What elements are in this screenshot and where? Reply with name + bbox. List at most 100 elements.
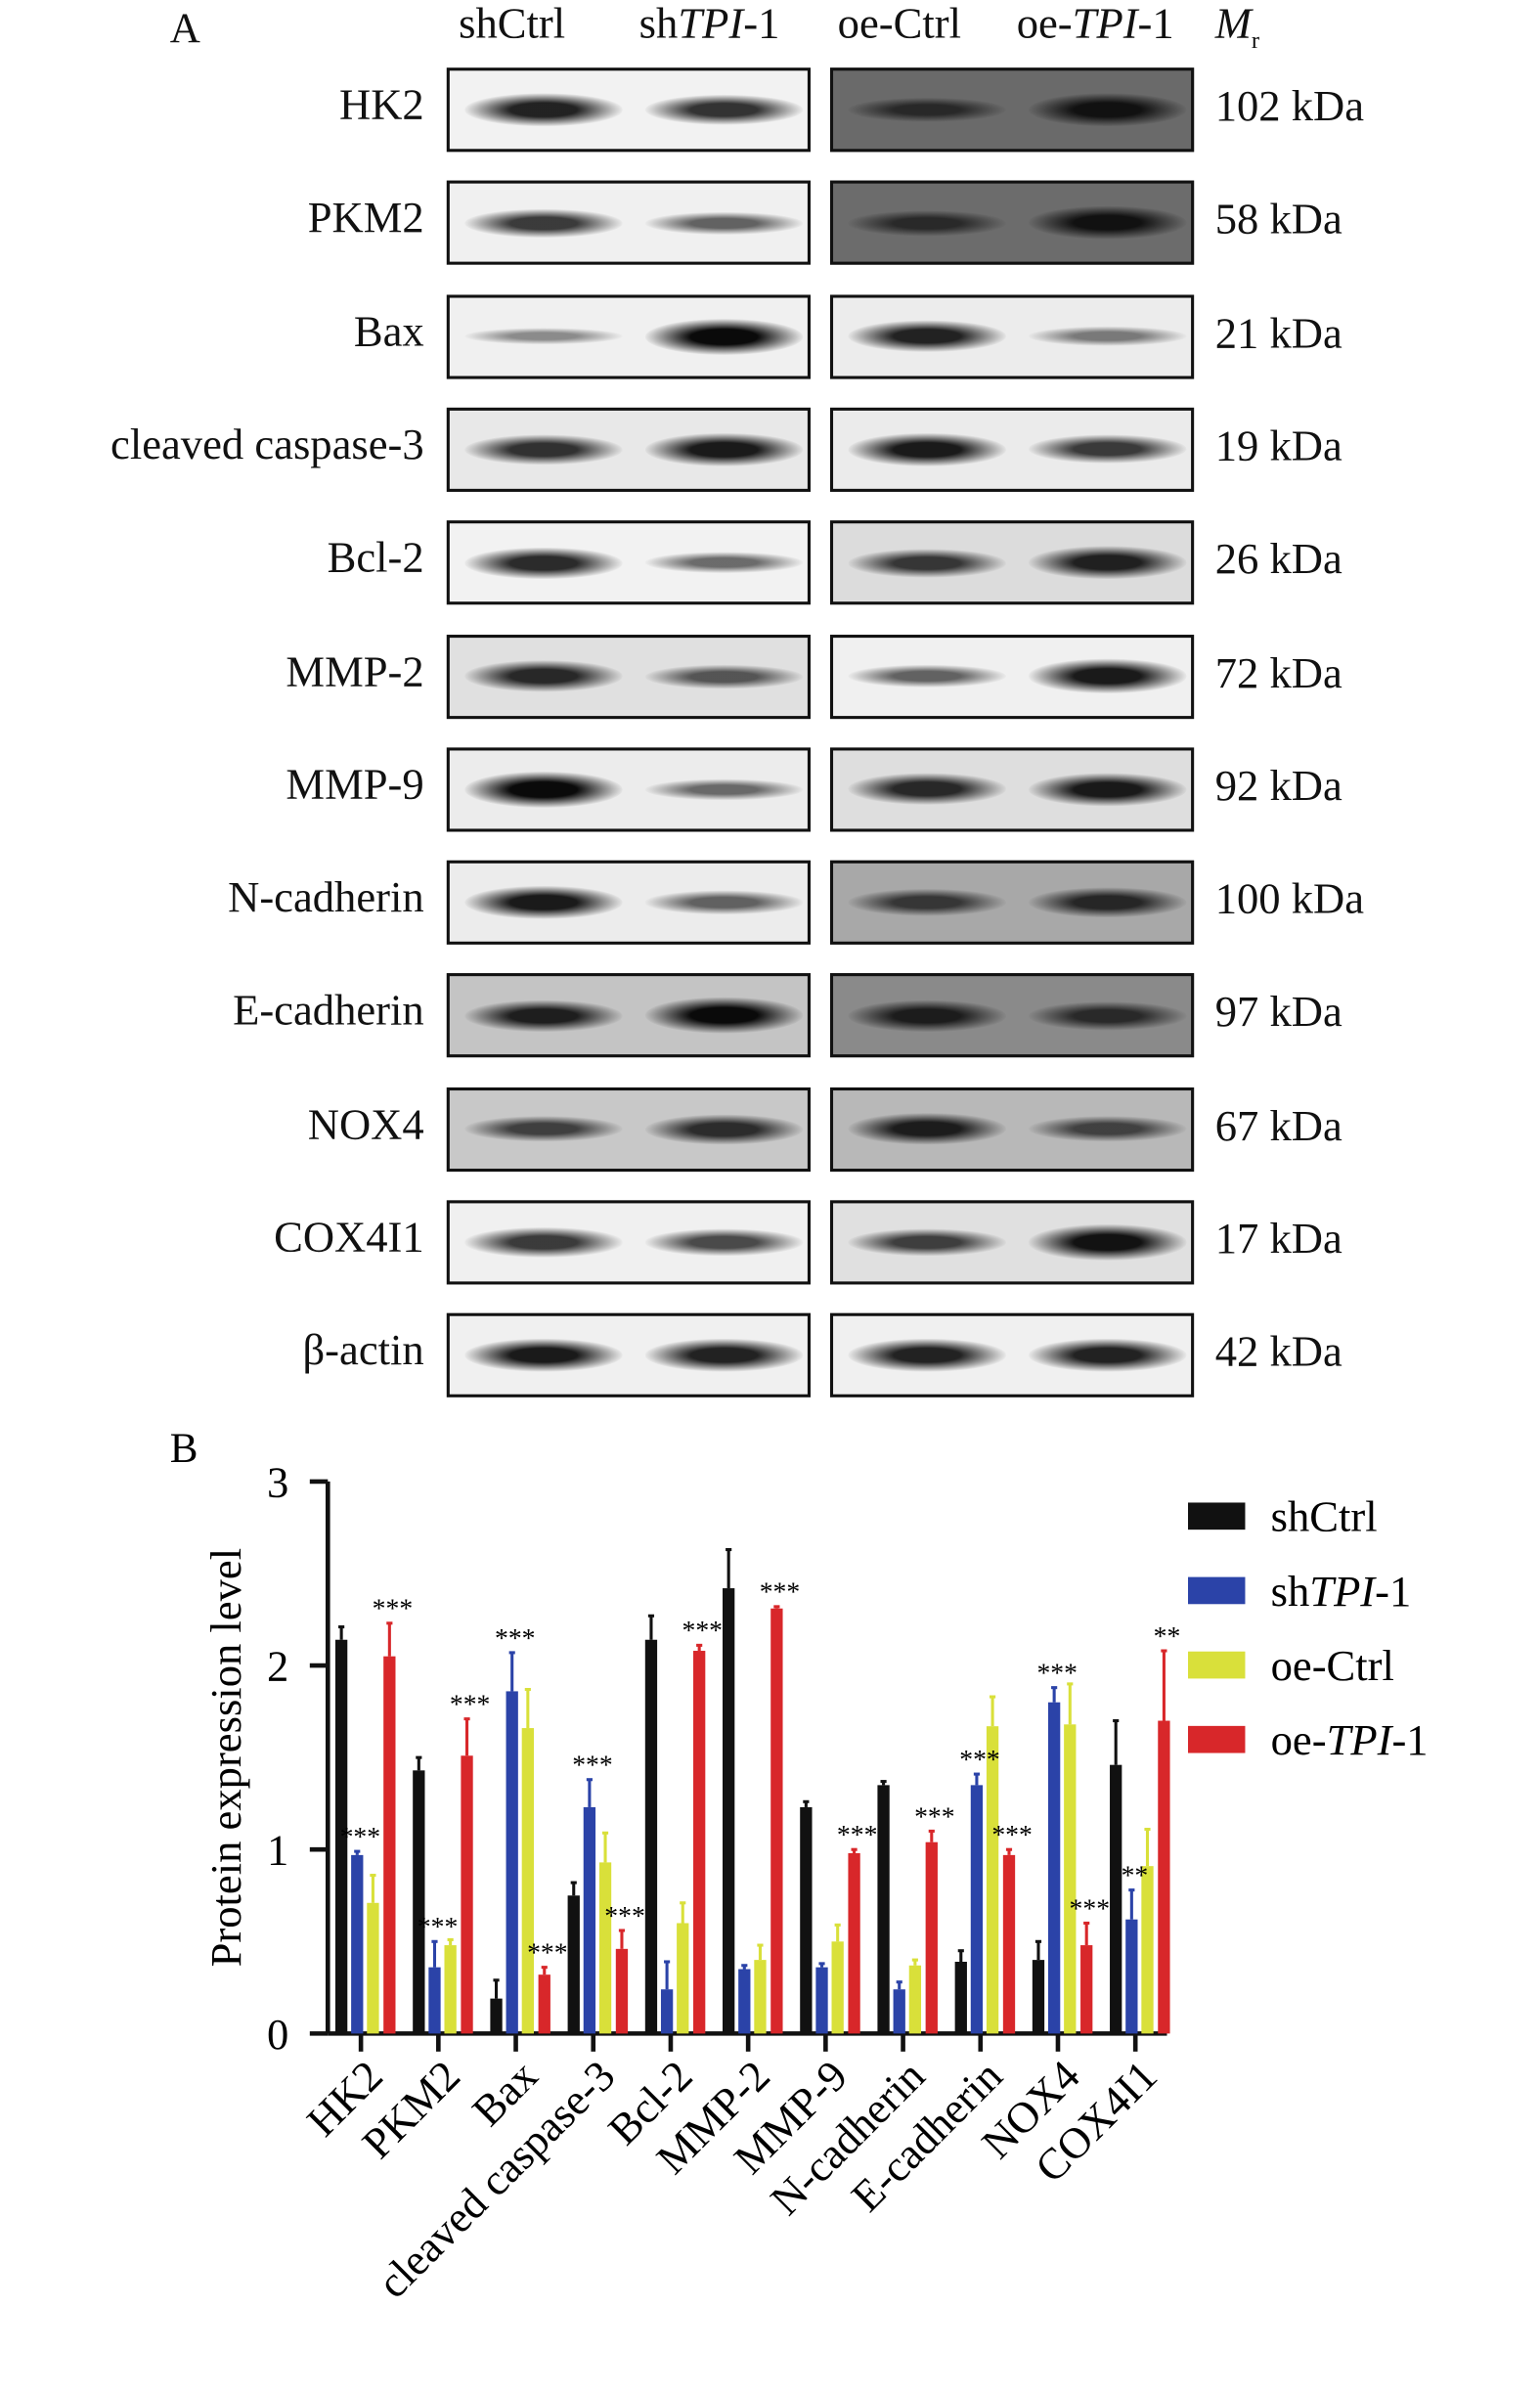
protein-band bbox=[848, 1339, 1006, 1372]
lane-header-prefix: oe- bbox=[1016, 0, 1073, 49]
bar bbox=[428, 1967, 441, 2034]
bar bbox=[1110, 1764, 1122, 2034]
bar bbox=[754, 1960, 767, 2034]
bar bbox=[723, 1588, 735, 2034]
molecular-weight-label: 102 kDa bbox=[1214, 82, 1365, 131]
protein-band bbox=[464, 328, 623, 345]
blot-image bbox=[446, 747, 811, 832]
bar bbox=[986, 1726, 999, 2034]
molecular-weight-label: 92 kDa bbox=[1214, 762, 1342, 811]
protein-label: cleaved caspase-3 bbox=[110, 421, 424, 469]
blot-image bbox=[446, 973, 811, 1058]
lane-header-italic: TPI bbox=[678, 0, 744, 49]
protein-band bbox=[1028, 93, 1187, 127]
protein-band bbox=[464, 1227, 623, 1258]
bar bbox=[815, 1967, 828, 2034]
bar bbox=[877, 1785, 890, 2034]
legend-label-part: -1 bbox=[1375, 1567, 1411, 1616]
protein-band bbox=[644, 1228, 804, 1256]
bar bbox=[800, 1806, 813, 2034]
molecular-weight-label: 26 kDa bbox=[1214, 535, 1342, 585]
protein-label: N-cadherin bbox=[228, 873, 424, 922]
protein-label: Bax bbox=[353, 307, 424, 356]
protein-band bbox=[464, 1338, 623, 1373]
blot-image bbox=[829, 634, 1195, 719]
legend-label: oe-Ctrl bbox=[1271, 1641, 1394, 1690]
blot-image bbox=[446, 181, 811, 266]
molecular-weight-label: 42 kDa bbox=[1214, 1328, 1342, 1377]
significance-marker: *** bbox=[959, 1744, 1000, 1774]
significance-marker: *** bbox=[914, 1800, 955, 1831]
protein-band bbox=[644, 1339, 804, 1372]
lane-header-prefix: oe-Ctrl bbox=[837, 0, 962, 49]
molecular-weight-label: 100 kDa bbox=[1214, 875, 1365, 924]
bar bbox=[644, 1639, 658, 2034]
protein-band bbox=[1028, 327, 1187, 346]
bar bbox=[770, 1608, 783, 2034]
bar bbox=[738, 1969, 751, 2034]
significance-marker: *** bbox=[495, 1622, 536, 1653]
bar bbox=[615, 1948, 629, 2034]
protein-band bbox=[464, 1116, 623, 1143]
protein-band bbox=[848, 889, 1006, 916]
bar bbox=[1032, 1960, 1045, 2034]
blot-image bbox=[829, 407, 1195, 492]
bar bbox=[413, 1770, 425, 2034]
significance-marker: *** bbox=[572, 1750, 613, 1780]
lane-header: shCtrl bbox=[459, 0, 565, 50]
panel-a-label: A bbox=[169, 6, 200, 53]
bar bbox=[925, 1841, 938, 2034]
lane-header-suffix: -1 bbox=[1137, 0, 1174, 49]
protein-band bbox=[1028, 546, 1187, 580]
bar bbox=[677, 1923, 689, 2034]
protein-band bbox=[644, 94, 804, 125]
molecular-weight-label: 21 kDa bbox=[1214, 309, 1342, 358]
legend-swatch bbox=[1188, 1576, 1246, 1605]
blot-image bbox=[446, 1087, 811, 1172]
protein-band bbox=[644, 664, 804, 688]
bar bbox=[538, 1974, 550, 2034]
legend-label-part: shCtrl bbox=[1271, 1492, 1378, 1541]
protein-label: PKM2 bbox=[307, 194, 424, 244]
protein-band bbox=[464, 999, 623, 1033]
protein-band bbox=[644, 891, 804, 914]
significance-marker: *** bbox=[418, 1911, 459, 1941]
legend-label-part: oe- bbox=[1271, 1715, 1327, 1764]
protein-band bbox=[848, 1112, 1006, 1146]
significance-marker: *** bbox=[527, 1936, 568, 1967]
bar bbox=[598, 1862, 612, 2034]
bar bbox=[660, 1989, 674, 2034]
legend-label: oe-TPI-1 bbox=[1271, 1715, 1429, 1764]
molecular-weight-label: 67 kDa bbox=[1214, 1101, 1342, 1151]
protein-band bbox=[1028, 659, 1187, 693]
bar bbox=[583, 1806, 596, 2034]
bar bbox=[334, 1639, 348, 2034]
protein-label: MMP-9 bbox=[286, 760, 424, 810]
significance-marker: ** bbox=[1122, 1859, 1149, 1889]
protein-band bbox=[848, 999, 1006, 1032]
bar bbox=[351, 1854, 364, 2034]
molecular-weight-label: 58 kDa bbox=[1214, 196, 1342, 244]
bar bbox=[567, 1895, 580, 2034]
protein-label: HK2 bbox=[338, 81, 424, 130]
protein-label: Bcl-2 bbox=[327, 534, 424, 583]
protein-band bbox=[644, 318, 804, 355]
bar bbox=[693, 1651, 706, 2034]
protein-band bbox=[464, 208, 623, 238]
protein-band bbox=[848, 432, 1006, 466]
legend-label-part: TPI bbox=[1327, 1715, 1394, 1764]
protein-band bbox=[644, 778, 804, 801]
bar bbox=[367, 1902, 379, 2034]
significance-marker: *** bbox=[373, 1593, 414, 1623]
protein-band bbox=[644, 432, 804, 466]
legend-label: shCtrl bbox=[1271, 1492, 1378, 1541]
bar bbox=[893, 1989, 905, 2034]
protein-band bbox=[464, 771, 623, 808]
lane-header-suffix: Ctrl bbox=[497, 0, 566, 49]
significance-marker: *** bbox=[837, 1819, 878, 1849]
protein-band bbox=[464, 93, 623, 126]
protein-band bbox=[464, 660, 623, 692]
bar bbox=[444, 1945, 457, 2034]
bar bbox=[461, 1755, 473, 2034]
protein-band bbox=[1028, 772, 1187, 807]
